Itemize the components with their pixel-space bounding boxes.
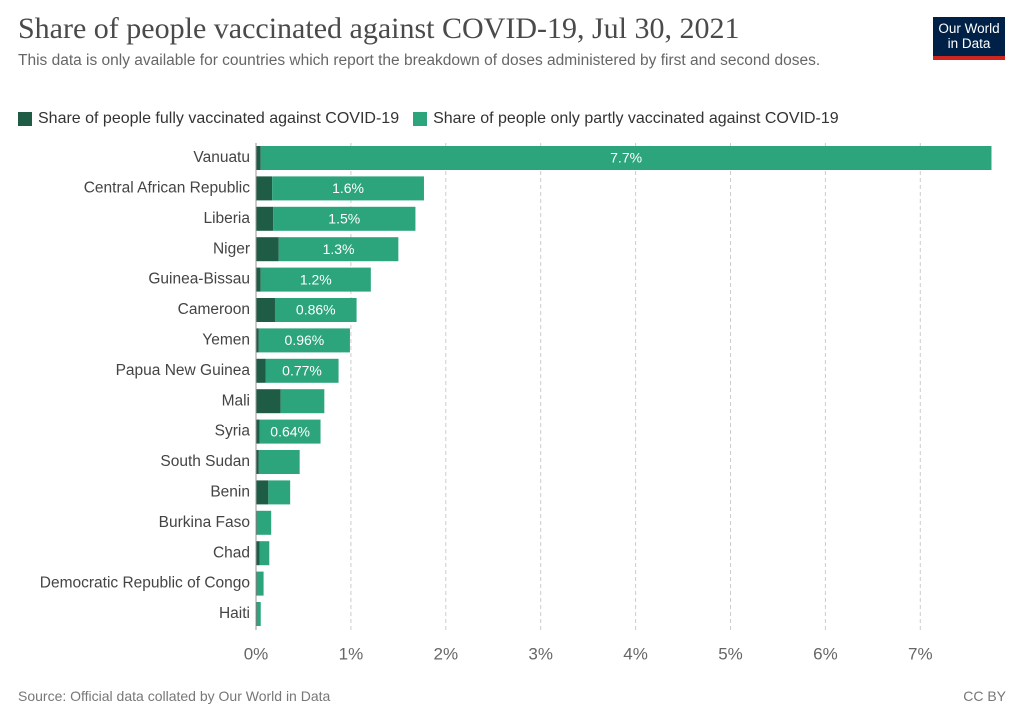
- y-tick-label: Benin: [210, 483, 250, 500]
- bar-segment: [272, 176, 424, 201]
- value-label: 1.5%: [328, 211, 360, 227]
- bar-segment: [256, 541, 260, 566]
- y-tick-label: Central African Republic: [84, 179, 251, 196]
- value-label: 0.64%: [270, 423, 310, 439]
- bar-segment: [260, 267, 371, 292]
- legend-swatch: [18, 112, 32, 126]
- value-label: 0.86%: [296, 302, 336, 318]
- bar-segment: [256, 146, 261, 170]
- bar-segment: [256, 206, 274, 231]
- value-label: 1.3%: [323, 241, 355, 257]
- bar-segment: [256, 602, 261, 626]
- legend-item[interactable]: Share of people only partly vaccinated a…: [413, 110, 839, 128]
- x-tick-label: 7%: [908, 644, 933, 663]
- bar-segment: [256, 358, 266, 383]
- logo[interactable]: Our World in Data: [933, 17, 1005, 60]
- bar-segment: [256, 480, 269, 505]
- y-tick-label: South Sudan: [160, 453, 250, 470]
- chart-title: Share of people vaccinated against COVID…: [18, 12, 740, 45]
- x-tick-label: 0%: [244, 644, 269, 663]
- bar-segment: [256, 571, 264, 596]
- x-tick-label: 4%: [623, 644, 648, 663]
- bar-segment: [256, 267, 261, 292]
- legend-label: Share of people fully vaccinated against…: [38, 110, 400, 127]
- bar-segment: [259, 419, 321, 444]
- y-tick-label: Democratic Republic of Congo: [40, 575, 250, 592]
- bar-segment: [256, 510, 272, 535]
- bar-segment: [256, 176, 273, 201]
- y-tick-label: Yemen: [202, 331, 250, 348]
- y-tick-label: Mali: [222, 392, 250, 409]
- value-label: 1.2%: [300, 271, 332, 287]
- y-tick-label: Chad: [213, 544, 250, 561]
- x-tick-label: 2%: [434, 644, 459, 663]
- y-tick-label: Haiti: [219, 605, 250, 622]
- bar-segment: [280, 389, 325, 414]
- y-tick-label: Guinea-Bissau: [148, 271, 250, 288]
- bar-segment: [256, 328, 259, 353]
- legend-swatch: [413, 112, 428, 126]
- x-tick-label: 1%: [339, 644, 364, 663]
- license: CC BY: [963, 688, 1006, 704]
- x-tick-label: 5%: [718, 644, 743, 663]
- bar-segment: [256, 450, 259, 474]
- bar-segment: [256, 389, 281, 414]
- logo-text: Our World: [938, 21, 1000, 36]
- value-label: 7.7%: [610, 150, 642, 166]
- y-tick-label: Niger: [213, 240, 250, 257]
- bar-segment: [256, 298, 275, 322]
- y-tick-label: Syria: [215, 423, 251, 440]
- source: Source: Official data collated by Our Wo…: [18, 688, 331, 704]
- y-tick-label: Papua New Guinea: [116, 362, 251, 379]
- y-tick-label: Liberia: [203, 210, 250, 227]
- y-tick-label: Vanuatu: [193, 149, 250, 166]
- bar-segment: [278, 237, 399, 262]
- value-label: 1.6%: [332, 180, 364, 196]
- bar-segment: [265, 358, 339, 383]
- y-tick-label: Cameroon: [178, 301, 250, 318]
- legend: Share of people fully vaccinated against…: [18, 110, 839, 128]
- bar-segment: [256, 419, 260, 444]
- value-label: 0.77%: [282, 363, 322, 379]
- bar-segment: [268, 480, 291, 505]
- bar-segment: [256, 237, 279, 262]
- legend-label: Share of people only partly vaccinated a…: [433, 110, 839, 127]
- bar-segment: [259, 541, 270, 566]
- bar-segment: [274, 298, 357, 322]
- bar-segment: [273, 206, 416, 231]
- x-tick-label: 3%: [528, 644, 553, 663]
- logo-text: in Data: [947, 36, 991, 51]
- value-label: 0.96%: [285, 332, 325, 348]
- chart-subtitle: This data is only available for countrie…: [18, 52, 821, 69]
- x-tick-label: 6%: [813, 644, 838, 663]
- bar-segment: [260, 146, 992, 170]
- bar-segment: [258, 450, 300, 474]
- bar-segment: [258, 328, 350, 353]
- legend-item[interactable]: Share of people fully vaccinated against…: [18, 110, 399, 128]
- y-tick-label: Burkina Faso: [159, 514, 250, 531]
